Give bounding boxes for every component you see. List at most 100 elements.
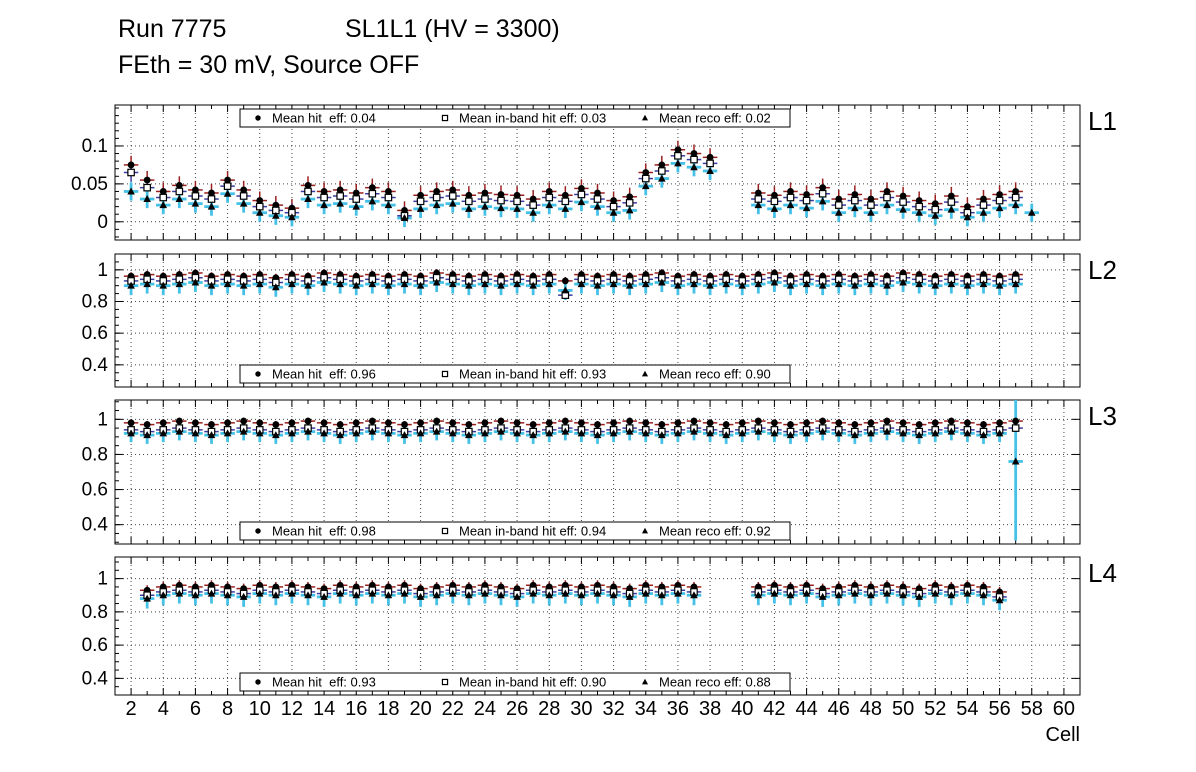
marker-circle [304, 417, 312, 425]
marker-circle [674, 146, 682, 154]
marker-square [143, 183, 151, 192]
legend-label: Mean in-band hit eff: 0.03 [459, 111, 606, 126]
marker-triangle [255, 429, 264, 437]
marker-triangle [127, 281, 135, 289]
marker-circle [771, 419, 778, 427]
marker-square [529, 201, 537, 209]
y-tick-label: 0.1 [82, 136, 108, 157]
marker-triangle [513, 429, 521, 437]
marker-square [441, 114, 449, 122]
marker-circle [754, 417, 762, 425]
x-tick-label: 60 [1053, 698, 1075, 720]
marker-triangle [979, 431, 988, 439]
marker-triangle [834, 429, 843, 437]
marker-circle [803, 419, 810, 427]
marker-circle [658, 421, 666, 428]
marker-triangle [336, 431, 344, 439]
y-tick-label: 0.6 [82, 635, 108, 656]
marker-triangle [979, 280, 988, 288]
legend-label: Mean hit eff: 0.04 [272, 111, 376, 126]
marker-square [1011, 193, 1020, 202]
marker-triangle [481, 589, 489, 597]
marker-circle [1012, 417, 1020, 425]
marker-triangle [497, 204, 505, 212]
y-tick-label: 0.8 [82, 292, 108, 313]
x-tick-label: 48 [860, 698, 882, 720]
marker-triangle [223, 429, 232, 437]
x-tick-label: 50 [892, 698, 914, 720]
marker-triangle [593, 202, 602, 210]
marker-circle [417, 191, 424, 199]
marker-triangle [641, 589, 650, 597]
marker-triangle [400, 589, 409, 597]
x-tick-label: 58 [1021, 698, 1043, 720]
series-L1 [123, 140, 1039, 228]
marker-square [175, 187, 184, 196]
marker-triangle [239, 199, 248, 207]
marker-triangle [400, 431, 409, 439]
marker-triangle [481, 280, 489, 288]
y-tick-label: 0.4 [82, 668, 109, 689]
marker-triangle [915, 431, 923, 439]
x-axis-labels: 2 4 6 8 10 12 14 16 18 20 22 24 26 28 30 32 34 36 38 40 42 44… [126, 698, 1080, 746]
marker-square [834, 201, 843, 209]
legend-L4: Mean hit eff: 0.93 Mean in-band hit eff: … [239, 672, 791, 692]
marker-square [416, 197, 425, 206]
y-tick-label: 0.6 [82, 480, 108, 501]
x-tick-label: 28 [538, 698, 560, 720]
marker-circle [610, 419, 617, 427]
legend-label: Mean in-band hit eff: 0.90 [459, 675, 606, 690]
marker-triangle [931, 211, 940, 219]
marker-square [625, 199, 634, 207]
marker-circle [143, 421, 151, 428]
marker-triangle [770, 278, 779, 286]
marker-circle [256, 419, 264, 427]
marker-circle [980, 195, 987, 203]
marker-square [127, 168, 135, 177]
marker-triangle [159, 429, 168, 437]
marker-circle [401, 421, 408, 428]
marker-triangle [336, 199, 344, 207]
legend-L2: Mean hit eff: 0.96 Mean in-band hit eff: … [239, 364, 791, 384]
marker-circle [497, 191, 505, 198]
marker-triangle [432, 278, 441, 286]
marker-triangle [883, 281, 891, 289]
y-tick-label: 1 [97, 409, 108, 430]
marker-square [690, 155, 698, 164]
marker-triangle [690, 280, 698, 288]
marker-circle [561, 191, 569, 199]
marker-triangle [786, 591, 795, 599]
marker-circle [754, 189, 762, 197]
marker-triangle [513, 592, 521, 600]
marker-circle [224, 419, 231, 427]
ticks-L1 [115, 105, 1080, 240]
marker-square [441, 370, 449, 378]
marker-triangle [658, 278, 666, 286]
marker-square [352, 195, 361, 203]
marker-triangle [175, 195, 184, 203]
marker-triangle [288, 429, 296, 437]
marker-triangle [352, 202, 361, 210]
marker-circle [931, 200, 939, 207]
marker-triangle [320, 278, 328, 286]
marker-triangle [239, 427, 248, 435]
marker-triangle [465, 281, 473, 289]
marker-triangle [352, 591, 361, 599]
marker-circle [545, 188, 553, 195]
marker-triangle [304, 427, 312, 435]
marker-triangle [625, 592, 634, 600]
marker-triangle [529, 431, 537, 439]
marker-square [336, 192, 344, 200]
y-tick-label: 0.8 [82, 602, 108, 623]
marker-triangle [947, 205, 956, 213]
x-tick-label: 30 [570, 698, 592, 720]
legend-box [239, 108, 791, 128]
markers-inband [127, 152, 1020, 220]
marker-triangle [867, 280, 875, 288]
marker-triangle [963, 589, 972, 597]
marker-triangle [609, 591, 618, 599]
y-tick-label: 1 [97, 569, 108, 590]
marker-square [159, 193, 168, 202]
marker-circle [143, 176, 151, 184]
marker-circle [835, 195, 843, 203]
